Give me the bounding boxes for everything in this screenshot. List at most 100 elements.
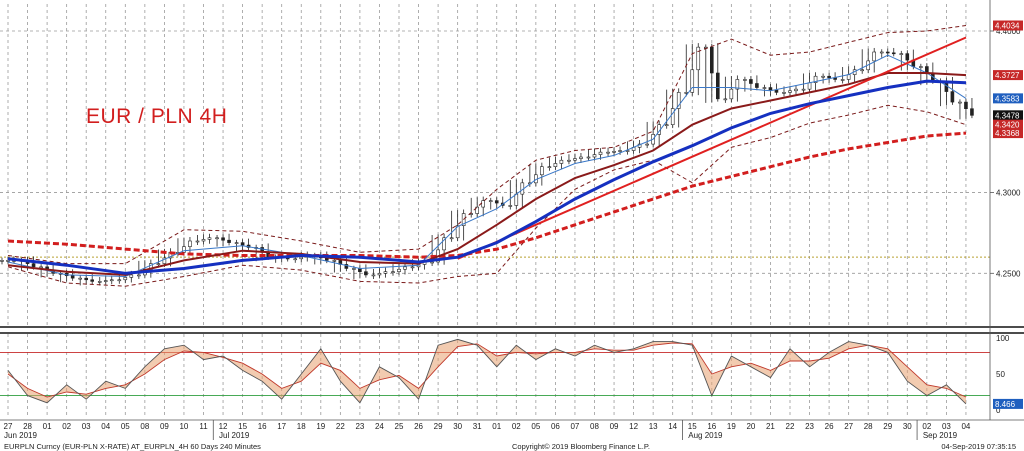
candle-body — [872, 51, 877, 62]
candle-body — [899, 53, 904, 55]
candle-body — [129, 274, 134, 278]
candle-body — [768, 87, 773, 91]
x-day-label: 27 — [4, 422, 13, 431]
x-day-label: 30 — [453, 422, 462, 431]
candle-body — [670, 108, 675, 125]
candle-body — [97, 281, 102, 283]
x-day-label: 13 — [649, 422, 658, 431]
candle-body — [755, 83, 759, 88]
candle-body — [117, 279, 122, 282]
x-day-label: 20 — [746, 422, 755, 431]
candle-body — [567, 159, 571, 162]
candle-body — [821, 75, 825, 78]
candle-body — [227, 239, 231, 243]
instrument-label: EURPLN Curncy (EUR-PLN X-RATE) AT_EURPLN… — [4, 442, 261, 451]
candle-body — [188, 240, 192, 247]
x-day-label: 15 — [238, 422, 247, 431]
candle-body — [905, 53, 910, 61]
candle-body — [234, 242, 239, 244]
candle-body — [430, 261, 434, 264]
price-badge-bg — [993, 128, 1023, 139]
x-day-label: 12 — [219, 422, 228, 431]
candle-body — [410, 266, 415, 269]
candle-body — [397, 268, 401, 272]
candle-body — [221, 237, 225, 241]
candle-body — [618, 150, 622, 152]
candle-body — [958, 101, 962, 104]
candle-body — [723, 98, 728, 101]
osc-badge-bg — [993, 398, 1023, 409]
candle-body — [794, 88, 798, 92]
x-day-label: 08 — [140, 422, 149, 431]
x-month-label: Sep 2019 — [923, 431, 958, 440]
candle-body — [137, 274, 141, 277]
x-month-label: Aug 2019 — [688, 431, 723, 440]
candle-body — [625, 150, 630, 152]
candle-body — [475, 206, 480, 214]
candle-body — [690, 69, 695, 93]
candle-body — [813, 75, 818, 83]
candle-body — [676, 92, 681, 109]
x-day-label: 09 — [610, 422, 619, 431]
candle-body — [645, 143, 649, 146]
candle-body — [846, 74, 851, 80]
candle-body — [78, 277, 82, 280]
candle-body — [455, 225, 460, 239]
candle-body — [807, 82, 812, 90]
candle-body — [383, 271, 388, 274]
x-day-label: 14 — [668, 422, 677, 431]
candle-body — [559, 159, 564, 164]
osc-tick-label: 0 — [996, 406, 1001, 415]
x-day-label: 01 — [492, 422, 501, 431]
x-day-label: 17 — [277, 422, 286, 431]
bollinger-upper — [7, 25, 967, 265]
ma-long-line — [7, 131, 967, 259]
candle-body — [709, 46, 714, 74]
candle-body — [352, 268, 356, 270]
x-day-label: 05 — [531, 422, 540, 431]
candle-body — [371, 274, 376, 277]
candle-body — [299, 256, 304, 260]
candle-body — [782, 92, 786, 94]
x-day-label: 04 — [101, 422, 110, 431]
candle-body — [514, 193, 519, 206]
candle-body — [162, 257, 167, 264]
candle-body — [84, 277, 88, 281]
x-day-label: 05 — [121, 422, 130, 431]
candle-body — [90, 279, 94, 282]
candle-body — [696, 46, 701, 71]
x-day-label: 26 — [414, 422, 423, 431]
candle-body — [774, 89, 779, 93]
candle-body — [547, 166, 552, 168]
x-month-label: Jul 2019 — [219, 431, 250, 440]
price-tick-label: 4.4000 — [996, 27, 1021, 36]
candle-body — [182, 246, 186, 253]
price-badge-label: 4.3420 — [995, 121, 1020, 130]
price-badge-label: 4.3368 — [995, 129, 1020, 138]
x-day-label: 19 — [316, 422, 325, 431]
candle-body — [891, 52, 896, 55]
candle-body — [103, 280, 108, 282]
x-day-label: 02 — [62, 422, 71, 431]
x-day-label: 28 — [23, 422, 32, 431]
x-day-label: 18 — [297, 422, 306, 431]
x-day-label: 23 — [355, 422, 364, 431]
x-day-label: 02 — [512, 422, 521, 431]
candle-body — [6, 260, 10, 262]
candle-body — [332, 260, 337, 262]
candle-body — [860, 69, 865, 72]
candle-body — [827, 75, 831, 79]
price-badge-bg — [993, 110, 1023, 121]
candle-body — [540, 166, 544, 176]
candle-body — [964, 101, 968, 109]
price-badge-bg — [993, 20, 1023, 31]
oscillator-d-line — [7, 342, 967, 398]
candle-body — [488, 200, 493, 202]
panel-separator-bg — [0, 326, 1024, 334]
candle-body — [391, 271, 395, 273]
candle-body — [684, 92, 689, 94]
x-day-label: 15 — [688, 422, 697, 431]
x-day-label: 29 — [434, 422, 443, 431]
x-day-label: 03 — [942, 422, 951, 431]
x-day-label: 23 — [805, 422, 814, 431]
